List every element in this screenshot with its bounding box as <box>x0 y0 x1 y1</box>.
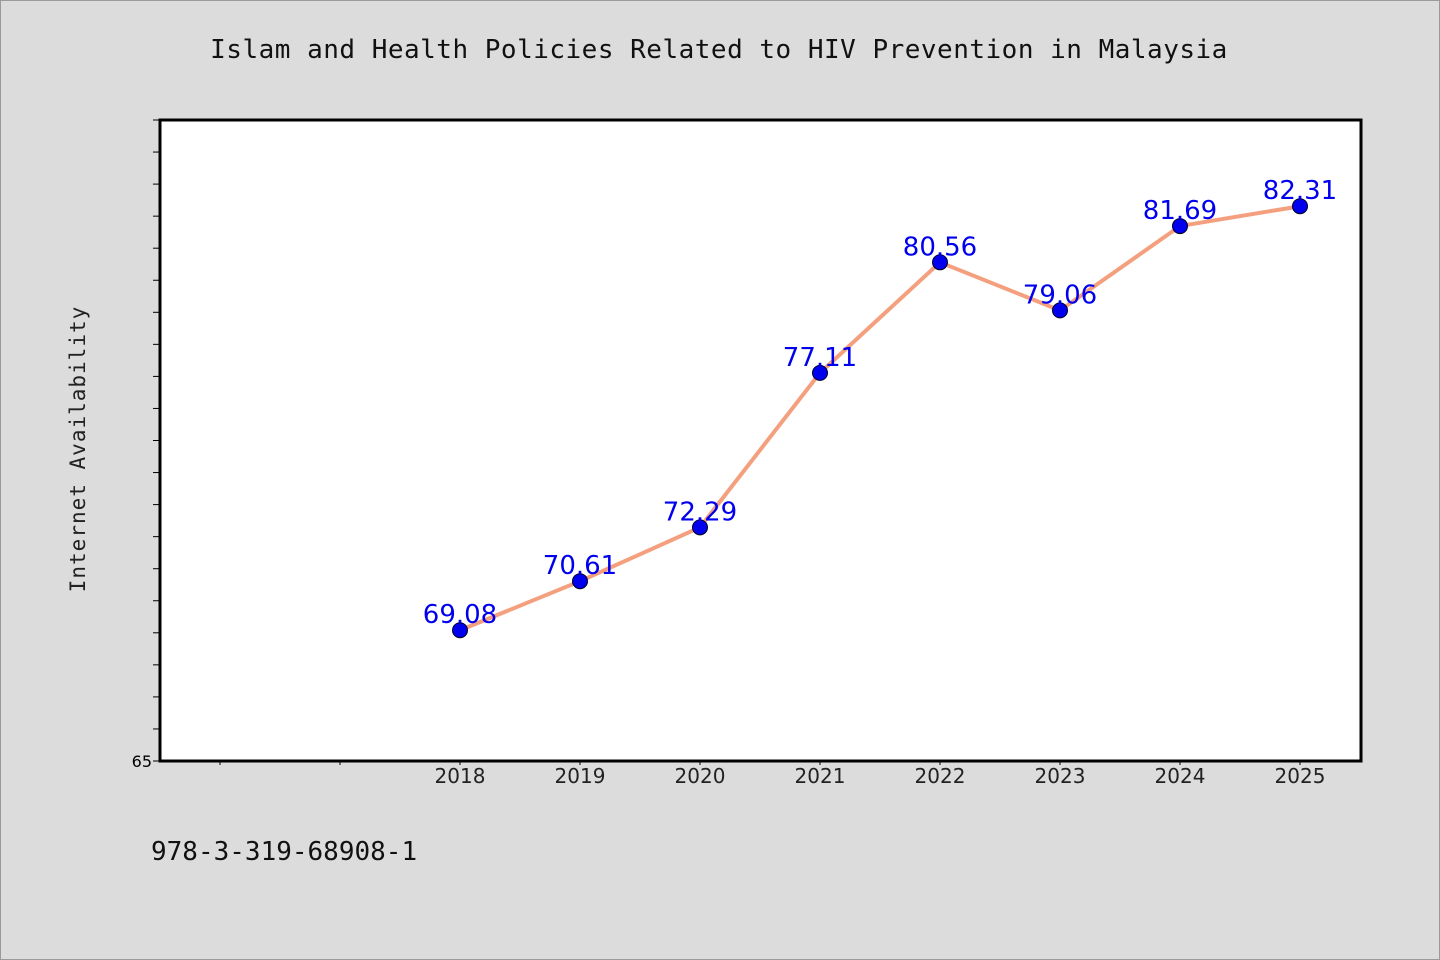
chart-title: Islam and Health Policies Related to HIV… <box>210 35 1228 65</box>
data-label: 79.06 <box>1023 280 1097 310</box>
x-tick-label: 2024 <box>1155 764 1206 788</box>
data-point <box>1052 302 1068 319</box>
x-tick-label: 2019 <box>555 764 606 788</box>
y-ticks: 65 <box>132 119 160 771</box>
data-point <box>452 622 468 639</box>
data-point <box>692 519 708 536</box>
x-ticks: 2018 2019 2020 2021 2022 2023 2024 2025 <box>219 761 1326 788</box>
x-tick-label: 2020 <box>675 764 726 788</box>
x-tick-label: 2021 <box>795 764 846 788</box>
y-tick-label: 65 <box>132 752 152 771</box>
x-tick-label: 2018 <box>435 764 486 788</box>
data-label: 80.56 <box>903 232 977 262</box>
data-point <box>572 573 588 590</box>
data-label: 72.29 <box>663 497 737 527</box>
x-tick-label: 2025 <box>1275 764 1326 788</box>
data-label: 77.11 <box>783 343 857 373</box>
data-label: 69.08 <box>423 600 497 630</box>
data-point <box>1172 218 1188 235</box>
data-point <box>812 364 828 381</box>
footer-code: 978-3-319-68908-1 <box>151 837 418 867</box>
x-tick-label: 2023 <box>1035 764 1086 788</box>
x-tick-label: 2022 <box>915 764 966 788</box>
data-label: 81.69 <box>1143 196 1217 226</box>
plot-background <box>158 118 1363 763</box>
data-label: 70.61 <box>543 551 617 581</box>
data-point <box>1292 198 1308 215</box>
series-line <box>458 204 1302 633</box>
series-layer <box>452 198 1308 639</box>
data-point <box>932 254 948 271</box>
data-label: 82.31 <box>1263 176 1337 206</box>
label-layer: 69.08 70.61 72.29 77.11 80.56 79.06 81.69 82.31 <box>423 176 1337 630</box>
